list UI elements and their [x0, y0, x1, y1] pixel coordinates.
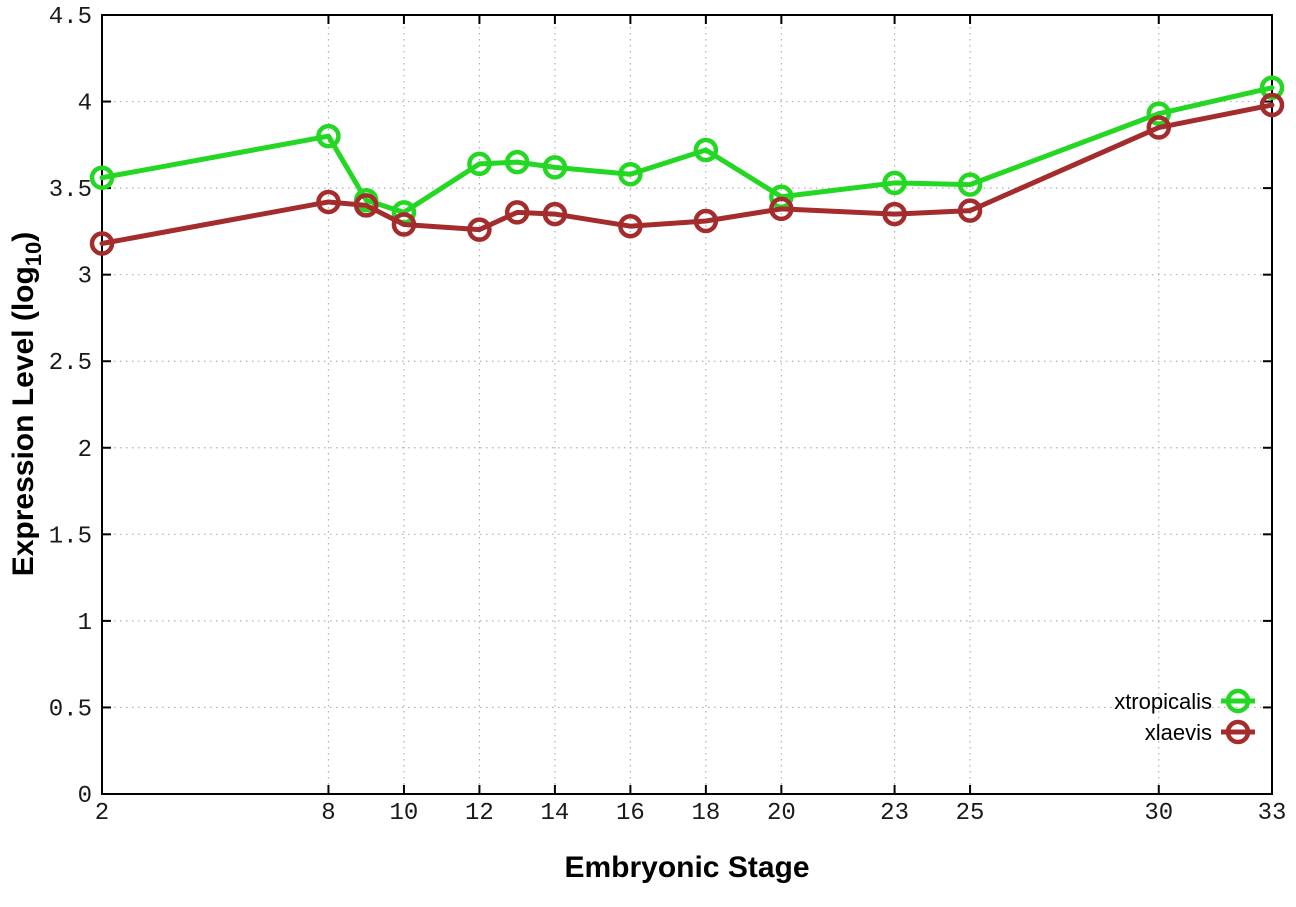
- data-point-xtropicalis: [957, 172, 983, 197]
- x-axis-title: Embryonic Stage: [564, 851, 809, 884]
- y-tick-label: 1: [78, 610, 92, 637]
- x-tick-label: 33: [1258, 800, 1287, 827]
- y-tick-label: 4.5: [49, 4, 92, 31]
- legend-label-xlaevis: xlaevis: [1145, 720, 1212, 745]
- data-point-xlaevis: [89, 231, 115, 256]
- y-tick-label: 2.5: [49, 350, 92, 377]
- y-tick-label: 1.5: [49, 523, 92, 550]
- data-point-xlaevis: [467, 217, 492, 242]
- tick-layer: [101, 14, 1273, 795]
- x-tick-label: 12: [465, 800, 494, 827]
- y-tick-label: 3: [78, 264, 92, 291]
- data-point-xlaevis: [542, 201, 568, 227]
- plot-border-rect: [101, 14, 1273, 795]
- y-tick-label: 3.5: [49, 177, 92, 204]
- y-tick-label: 0.5: [49, 696, 92, 723]
- data-point-xtropicalis: [467, 151, 492, 177]
- data-point-xlaevis: [391, 212, 417, 237]
- legend-label-xtropicalis: xtropicalis: [1114, 689, 1212, 714]
- data-point-xlaevis: [504, 200, 530, 225]
- x-tick-label: 10: [390, 800, 419, 827]
- plot-border: [101, 14, 1273, 795]
- y-tick-label: 2: [78, 437, 92, 464]
- data-point-xlaevis: [693, 208, 719, 234]
- data-point-xlaevis: [769, 196, 794, 222]
- legend: xtropicalis xlaevis: [1114, 688, 1255, 745]
- data-point-xtropicalis: [504, 149, 530, 175]
- data-point-xtropicalis: [693, 137, 719, 163]
- data-point-xlaevis: [1259, 92, 1285, 118]
- series-line-xlaevis: [99, 102, 1275, 247]
- data-point-xtropicalis: [542, 155, 568, 180]
- y-axis-title: Expression Level (log10): [7, 232, 46, 577]
- data-point-xtropicalis: [316, 123, 341, 149]
- series-layer: [89, 75, 1285, 256]
- grid-layer: [101, 14, 1273, 795]
- x-tick-label: 20: [767, 800, 796, 827]
- x-tick-label: 2: [95, 800, 109, 827]
- legend-marker-xtropicalis: [1225, 688, 1251, 714]
- data-point-xlaevis: [618, 213, 643, 239]
- tick-label-layer: 2 8 10 12 14 16 18 20 23 25 30 33 0 0.5 1 1.5 2 2.5 3 3.5 4 4…: [49, 4, 1287, 827]
- x-tick-label: 18: [691, 800, 720, 827]
- data-point-xlaevis: [1146, 115, 1172, 140]
- x-tick-label: 8: [321, 800, 335, 827]
- data-point-xlaevis: [353, 193, 379, 218]
- x-tick-label: 14: [540, 800, 569, 827]
- data-point-xtropicalis: [1259, 75, 1285, 100]
- data-point-xlaevis: [957, 198, 983, 223]
- x-tick-label: 16: [616, 800, 645, 827]
- series-line-xtropicalis: [99, 85, 1275, 215]
- x-tick-label: 25: [956, 800, 985, 827]
- data-point-xtropicalis: [618, 162, 643, 187]
- legend-marker-xlaevis: [1225, 719, 1251, 745]
- x-tick-label: 23: [880, 800, 909, 827]
- x-tick-label: 30: [1144, 800, 1173, 827]
- data-point-xtropicalis: [89, 165, 115, 190]
- y-tick-label: 0: [78, 783, 92, 810]
- data-point-xlaevis: [882, 201, 907, 227]
- y-tick-label: 4: [78, 91, 92, 118]
- data-point-xtropicalis: [882, 170, 907, 196]
- data-point-xtropicalis: [1146, 101, 1172, 126]
- data-point-xlaevis: [316, 189, 341, 215]
